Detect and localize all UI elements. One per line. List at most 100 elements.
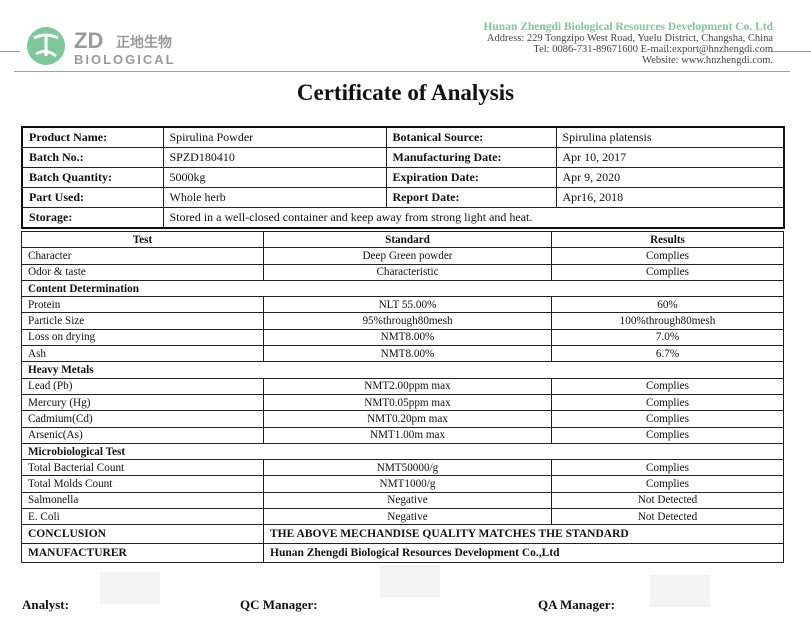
info-row: Batch No.: SPZD180410 Manufacturing Date: A… <box>21 147 785 168</box>
table-row: Protein NLT 55.00% 60% <box>21 296 784 314</box>
info-row: Product Name: Spirulina Powder Botanical S… <box>21 126 785 148</box>
standard: NMT0.20pm max <box>263 410 552 428</box>
field-label: Part Used: <box>21 187 164 208</box>
test-name: Odor & taste <box>21 263 264 281</box>
company-address: Address: 229 Tongzipo West Road, Yuelu D… <box>486 33 773 44</box>
page-title: Certificate of Analysis <box>296 80 515 105</box>
test-results-table: Test Standard Results Character Deep Green p… <box>21 230 784 564</box>
conclusion-label: CONCLUSION <box>21 524 264 545</box>
table-row: Salmonella Negative Not Detected <box>21 491 784 510</box>
test-name: Total Molds Count <box>21 475 264 493</box>
result: 6.7% <box>551 345 784 363</box>
field-value: Spirulina Powder <box>162 126 387 148</box>
result: Complies <box>551 377 784 395</box>
result: Not Detected <box>551 491 784 510</box>
field-value: Stored in a well-closed container and ke… <box>162 207 785 229</box>
field-value: Spirulina platensis <box>555 126 785 148</box>
result: Complies <box>551 393 784 412</box>
column-header: Standard <box>263 230 552 249</box>
field-label: Manufacturing Date: <box>385 147 557 168</box>
analyst-signature <box>100 572 160 604</box>
test-name: Lead (Pb) <box>21 377 264 395</box>
company-name: Hunan Zhengdi Biological Resources Devel… <box>483 21 773 33</box>
table-row: Character Deep Green powder Complies <box>21 247 784 265</box>
storage-row: Storage: Stored in a well-closed containe… <box>21 207 785 229</box>
test-name: Mercury (Hg) <box>21 393 264 412</box>
test-name: Cadmium(Cd) <box>21 410 264 428</box>
standard: NMT2.00ppm max <box>263 377 552 395</box>
result: Not Detected <box>551 508 784 526</box>
field-label: Report Date: <box>385 187 557 208</box>
section-row: Microbiological Test <box>21 442 784 461</box>
manufacturer-row: MANUFACTURER Hunan Zhengdi Biological Res… <box>21 543 784 564</box>
standard: 95%through80mesh <box>263 312 552 330</box>
company-info: Hunan Zhengdi Biological Resources Devel… <box>483 21 773 66</box>
result: Complies <box>551 459 784 477</box>
table-row: Total Molds Count NMT1000/g Complies <box>21 475 784 493</box>
section-row: Heavy Metals <box>21 361 784 379</box>
result: 7.0% <box>551 328 784 347</box>
result: Complies <box>551 475 784 493</box>
section-title: Heavy Metals <box>21 361 784 379</box>
table-row: Arsenic(As) NMT1.00m max Complies <box>21 426 784 444</box>
table-row: Ash NMT8.00% 6.7% <box>21 345 784 363</box>
table-row: Odor & taste Characteristic Complies <box>21 263 784 281</box>
standard: NMT50000/g <box>263 459 552 477</box>
qc-manager-signature <box>380 565 440 597</box>
field-label: Batch No.: <box>21 147 164 168</box>
standard: NMT8.00% <box>263 345 552 363</box>
standard: Negative <box>263 491 552 510</box>
test-name: Protein <box>21 296 264 314</box>
section-row: Content Determination <box>21 279 784 298</box>
section-title: Microbiological Test <box>21 442 784 461</box>
info-row: Part Used: Whole herb Report Date: Apr16, 2… <box>21 187 785 208</box>
field-value: Apr 10, 2017 <box>555 147 785 168</box>
standard: Deep Green powder <box>263 247 552 265</box>
info-row: Batch Quantity: 5000kg Expiration Date: Apr… <box>21 167 785 188</box>
result: Complies <box>551 247 784 265</box>
test-name: Salmonella <box>21 491 264 510</box>
standard: Characteristic <box>263 263 552 281</box>
field-label: Expiration Date: <box>385 167 557 188</box>
result: 100%through80mesh <box>551 312 784 330</box>
conclusion-row: CONCLUSION THE ABOVE MECHANDISE QUALITY M… <box>21 524 784 545</box>
field-value: Whole herb <box>162 187 387 208</box>
result: Complies <box>551 410 784 428</box>
field-value: Apr 9, 2020 <box>555 167 785 188</box>
svg-text:BIOLOGICAL: BIOLOGICAL <box>74 52 176 66</box>
standard: NMT8.00% <box>263 328 552 347</box>
result: Complies <box>551 426 784 444</box>
company-logo: ZD 正地生物 BIOLOGICAL <box>27 27 176 66</box>
conclusion-value: THE ABOVE MECHANDISE QUALITY MATCHES THE… <box>263 524 784 545</box>
manufacturer-value: Hunan Zhengdi Biological Resources Devel… <box>263 543 784 564</box>
margin-mark <box>0 51 20 52</box>
qa-manager-signature <box>650 575 710 607</box>
test-name: Particle Size <box>21 312 264 330</box>
field-label: Botanical Source: <box>385 126 557 148</box>
standard: NMT1.00m max <box>263 426 552 444</box>
test-name: Total Bacterial Count <box>21 459 264 477</box>
standard: NMT0.05ppm max <box>263 393 552 412</box>
section-title: Content Determination <box>21 279 784 298</box>
field-value: SPZD180410 <box>162 147 387 168</box>
test-name: Arsenic(As) <box>21 426 264 444</box>
field-label: Product Name: <box>21 126 164 148</box>
qa-manager-label: QA Manager: <box>538 597 615 612</box>
product-info-table: Product Name: Spirulina Powder Botanical S… <box>21 126 785 229</box>
table-row: Particle Size 95%through80mesh 100%through… <box>21 312 784 330</box>
column-header: Test <box>21 230 264 249</box>
svg-text:正地生物: 正地生物 <box>116 34 172 51</box>
test-name: Loss on drying <box>21 328 264 347</box>
result: Complies <box>551 263 784 281</box>
header-row: Test Standard Results <box>21 230 784 249</box>
table-row: E. Coli Negative Not Detected <box>21 508 784 526</box>
test-name: Character <box>21 247 264 265</box>
field-value: Apr16, 2018 <box>555 187 785 208</box>
column-header: Results <box>551 230 784 249</box>
table-row: Total Bacterial Count NMT50000/g Complies <box>21 459 784 477</box>
header-divider <box>14 71 790 72</box>
margin-mark <box>771 51 811 52</box>
standard: NMT1000/g <box>263 475 552 493</box>
company-tel: Tel: 0086-731-89671600 E-mail:export@hnz… <box>533 44 773 55</box>
field-label: Batch Quantity: <box>21 167 164 188</box>
